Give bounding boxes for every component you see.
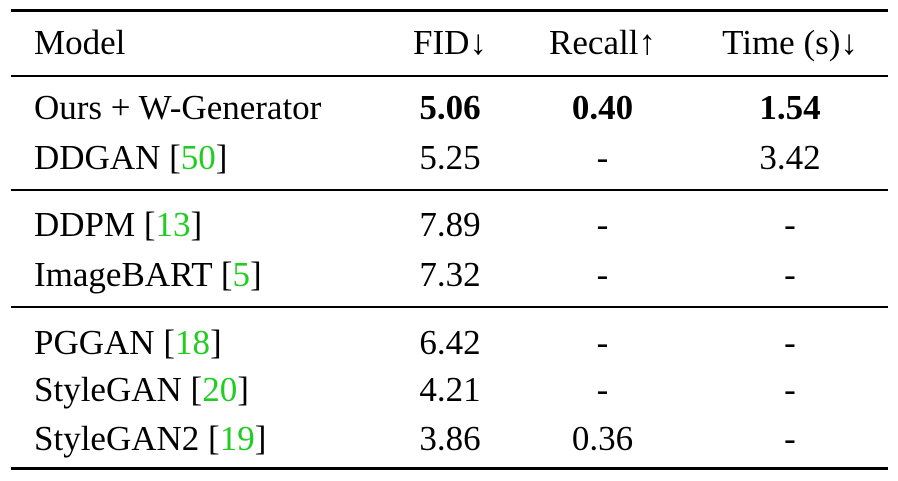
cell-fid: 6.42 (419, 323, 481, 362)
table-row: Ours + W-Generator 5.06 0.40 1.54 (0, 83, 898, 133)
cell-fid: 4.21 (419, 370, 481, 409)
cell-model: PGGAN [18] (34, 323, 222, 362)
header-recall: Recall↑ (549, 23, 656, 62)
cell-model: Ours + W-Generator (34, 83, 321, 133)
table-row: StyleGAN2 [19] 3.86 0.36 - (0, 414, 898, 464)
header-fid: FID↓ (413, 23, 487, 62)
citation-link[interactable]: 5 (232, 255, 250, 294)
cell-recall: - (596, 323, 609, 362)
citation-link[interactable]: 50 (180, 138, 216, 177)
cell-fid: 7.89 (419, 205, 481, 244)
citation-link[interactable]: 18 (174, 323, 210, 362)
cell-time: - (784, 323, 796, 362)
group-divider (11, 306, 888, 308)
citation-link[interactable]: 20 (202, 370, 238, 409)
model-name: StyleGAN2 (34, 419, 200, 458)
cell-time: - (784, 205, 796, 244)
citation-link[interactable]: 13 (155, 205, 191, 244)
cell-fid: 7.32 (419, 255, 481, 294)
cell-fid: 5.06 (419, 88, 481, 127)
model-name: DDGAN (34, 138, 161, 177)
table-row: PGGAN [18] 6.42 - - (0, 318, 898, 368)
cell-recall: 0.36 (571, 419, 634, 458)
model-name: ImageBART (34, 255, 213, 294)
cell-model: ImageBART [5] (34, 255, 262, 294)
cell-time: - (784, 370, 796, 409)
model-name: Ours + W-Generator (34, 88, 322, 127)
group-divider (11, 189, 888, 191)
header-rule (11, 75, 888, 77)
model-name: PGGAN (34, 323, 155, 362)
cell-time: - (784, 419, 796, 458)
header-row: Model FID↓ Recall↑ Time (s)↓ (0, 18, 898, 68)
cell-model: DDGAN [50] (34, 138, 228, 177)
header-time: Time (s)↓ (722, 23, 858, 62)
bottom-rule (11, 467, 888, 470)
table-row: StyleGAN [20] 4.21 - - (0, 365, 898, 415)
model-name: DDPM (34, 205, 136, 244)
cell-recall: 0.40 (571, 88, 634, 127)
cell-recall: - (596, 205, 609, 244)
header-model: Model (34, 23, 126, 62)
cell-fid: 3.86 (419, 419, 481, 458)
cell-time: 1.54 (759, 88, 821, 127)
cell-model: StyleGAN [20] (34, 370, 249, 409)
table-row: ImageBART [5] 7.32 - - (0, 250, 898, 300)
cell-recall: - (596, 255, 609, 294)
top-rule (11, 9, 888, 12)
citation-link[interactable]: 19 (219, 419, 255, 458)
table-row: DDPM [13] 7.89 - - (0, 200, 898, 250)
cell-fid: 5.25 (419, 138, 481, 177)
model-name: StyleGAN (34, 370, 182, 409)
cell-model: DDPM [13] (34, 205, 203, 244)
cell-time: 3.42 (759, 138, 821, 177)
table-row: DDGAN [50] 5.25 - 3.42 (0, 133, 898, 183)
cell-model: StyleGAN2 [19] (34, 419, 267, 458)
cell-time: - (784, 255, 796, 294)
cell-recall: - (596, 370, 609, 409)
cell-recall: - (596, 138, 609, 177)
